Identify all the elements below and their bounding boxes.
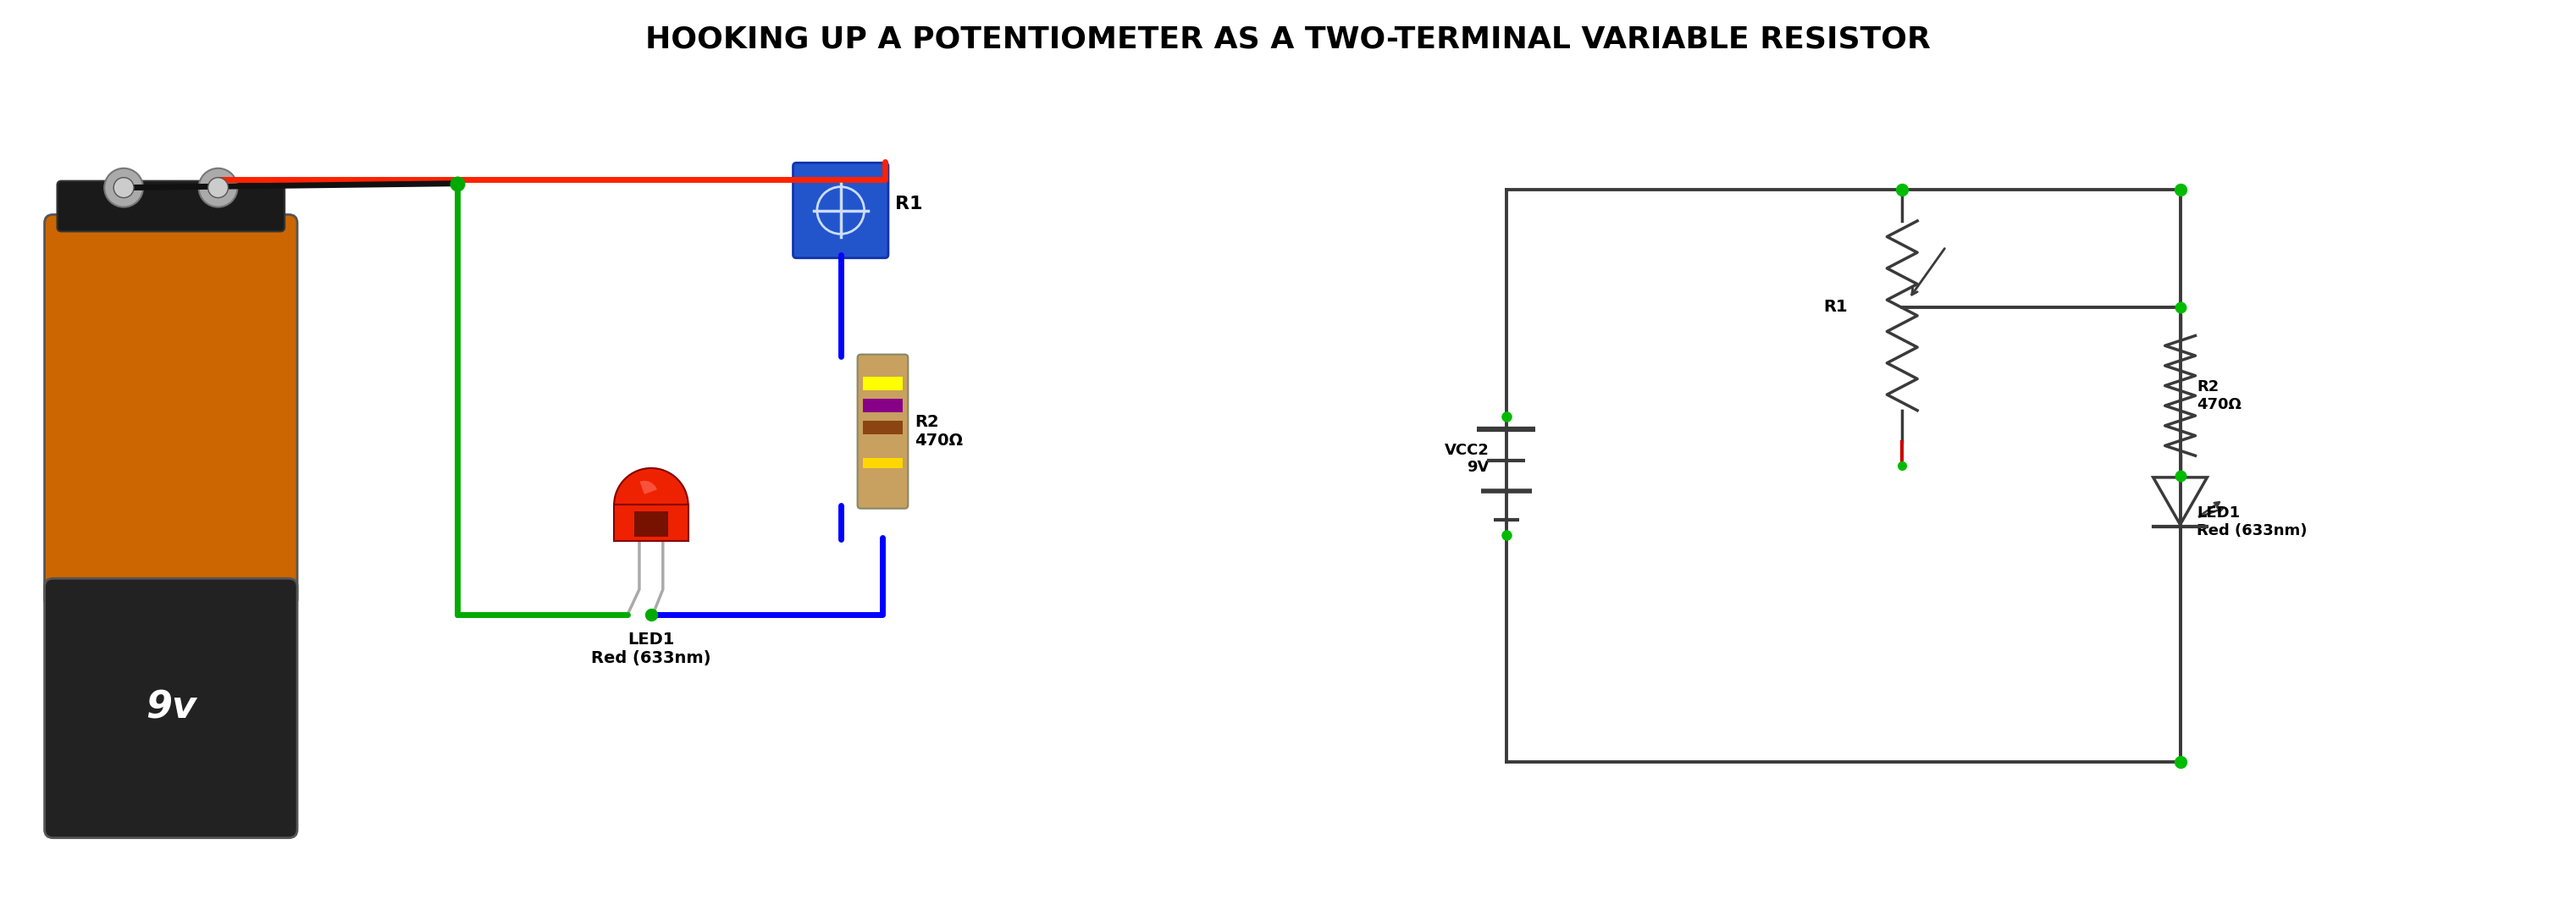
Text: R2
470Ω: R2 470Ω bbox=[2197, 379, 2241, 412]
Bar bbox=[863, 399, 904, 412]
FancyBboxPatch shape bbox=[858, 354, 909, 508]
Text: HOOKING UP A POTENTIOMETER AS A TWO-TERMINAL VARIABLE RESISTOR: HOOKING UP A POTENTIOMETER AS A TWO-TERM… bbox=[647, 25, 1929, 54]
Bar bbox=[863, 421, 904, 434]
FancyBboxPatch shape bbox=[44, 578, 296, 838]
Bar bbox=[634, 511, 667, 537]
Text: LED1
Red (633nm): LED1 Red (633nm) bbox=[590, 631, 711, 666]
Text: R1: R1 bbox=[894, 195, 922, 213]
Circle shape bbox=[209, 178, 229, 198]
Text: 9v: 9v bbox=[144, 690, 196, 726]
FancyBboxPatch shape bbox=[793, 163, 889, 258]
Text: VCC2
9V: VCC2 9V bbox=[1445, 442, 1489, 475]
Bar bbox=[613, 505, 688, 541]
Text: LED1
Red (633nm): LED1 Red (633nm) bbox=[2197, 506, 2308, 539]
Circle shape bbox=[106, 169, 144, 207]
Text: R2
470Ω: R2 470Ω bbox=[914, 414, 963, 449]
Circle shape bbox=[198, 169, 237, 207]
Wedge shape bbox=[613, 468, 688, 505]
Wedge shape bbox=[639, 481, 657, 495]
FancyBboxPatch shape bbox=[44, 214, 296, 607]
Bar bbox=[863, 458, 904, 468]
Bar bbox=[863, 377, 904, 390]
FancyBboxPatch shape bbox=[57, 180, 283, 232]
Circle shape bbox=[113, 178, 134, 198]
Text: R1: R1 bbox=[1824, 300, 1847, 315]
